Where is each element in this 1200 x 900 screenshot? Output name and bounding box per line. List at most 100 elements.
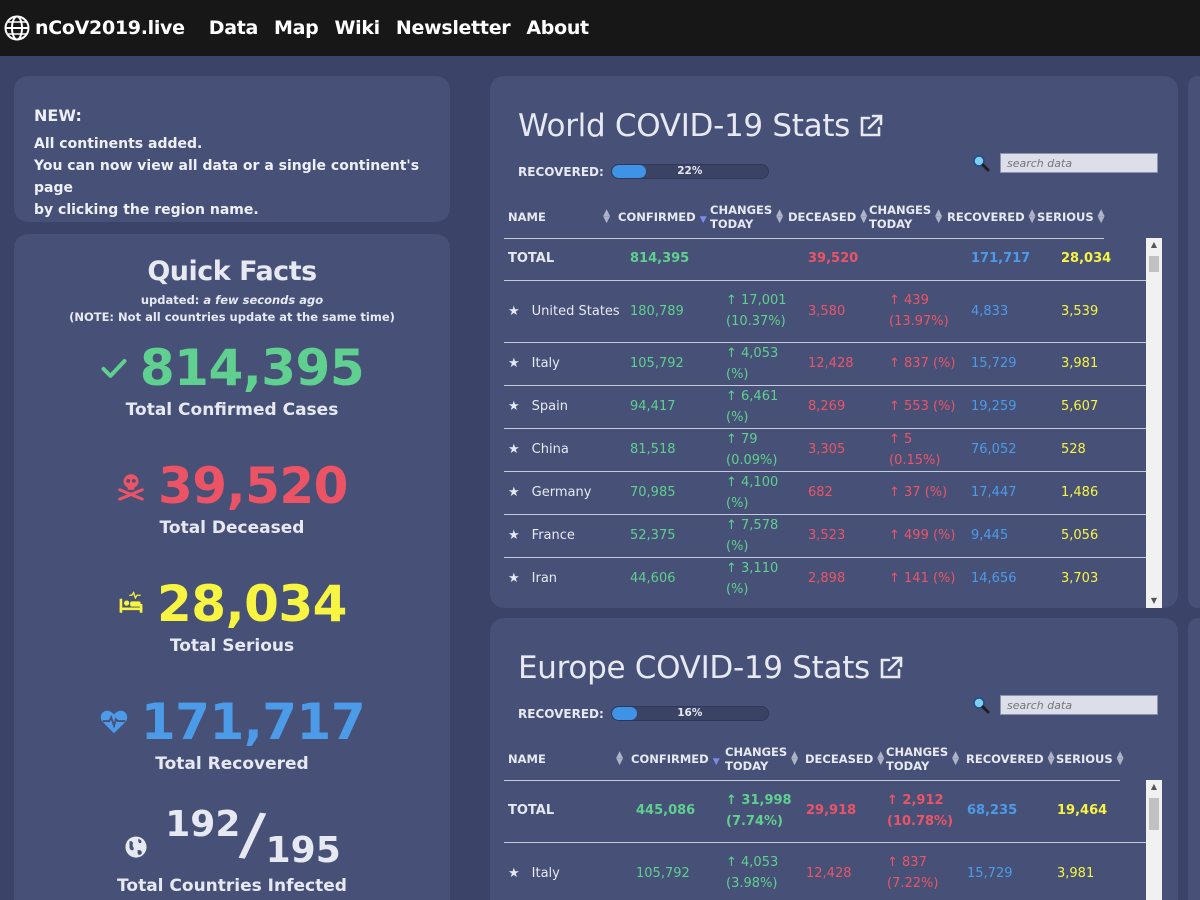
serious-cell-text: 3,539 — [1061, 303, 1099, 319]
world-table-body[interactable]: TOTAL 814,395 39,520 171,717 28,034 ★ United S… — [504, 238, 1148, 596]
column-header-changes-today[interactable]: CHANGES TODAY ▲ ▼ — [865, 196, 943, 239]
brand-name: nCoV2019.live — [35, 17, 185, 39]
column-header-changes-today[interactable]: CHANGES TODAY ▲ ▼ — [706, 196, 784, 239]
world-stats-title[interactable]: World COVID-19 Stats — [518, 108, 884, 144]
magnifier-icon — [973, 155, 990, 172]
stat-deceased: 39,520 Total Deceased — [14, 458, 450, 538]
serious-cell: 5,056 — [1057, 514, 1148, 558]
column-header-deceased[interactable]: DECEASED ▲ ▼ — [801, 738, 885, 781]
column-header-changes-today[interactable]: CHANGES TODAY ▲ ▼ — [721, 738, 801, 781]
column-header-confirmed[interactable]: CONFIRMED▲▼ — [627, 738, 721, 781]
external-link-icon[interactable] — [878, 655, 904, 681]
confirmed-cell: 814,395 — [626, 238, 722, 281]
table-row[interactable]: ★ Germany 70,985 ↑ 4,100 (%) 682 ↑ 37 (%) 17,4… — [504, 471, 1148, 515]
country-name-cell[interactable]: ★ Germany — [504, 471, 626, 515]
star-icon[interactable]: ★ — [508, 399, 520, 414]
europe-stats-title[interactable]: Europe COVID-19 Stats — [518, 650, 904, 686]
column-header-confirmed[interactable]: CONFIRMED▲▼ — [614, 196, 707, 239]
country-name-cell[interactable]: ★ Iran — [504, 557, 626, 596]
serious-cell: 3,539 — [1057, 280, 1148, 343]
recovered-cell-text: 17,447 — [971, 485, 1017, 500]
confirmed-change-cell: ↑ 17,001 (10.37%) — [722, 280, 804, 343]
europe-table-body[interactable]: TOTAL 445,086 ↑ 31,998 (7.74%) 29,918 ↑ 2,91… — [504, 780, 1160, 900]
star-icon[interactable]: ★ — [508, 571, 520, 586]
deceased-cell-text: 3,580 — [808, 303, 846, 319]
external-link-icon[interactable] — [858, 113, 884, 139]
country-name-cell[interactable]: ★ Italy — [504, 342, 626, 386]
country-name-cell[interactable]: ★ Spain — [504, 385, 626, 429]
nav-link-about[interactable]: About — [526, 17, 589, 39]
recovered-progress-fill — [611, 165, 647, 178]
europe-stats-title-text: Europe COVID-19 Stats — [518, 650, 870, 686]
confirmed-change-cell-text: ↑ 4,053 (3.98%) — [726, 855, 779, 891]
scroll-down-arrow[interactable]: ▼ — [1150, 596, 1158, 605]
country-name-cell[interactable]: ★ France — [504, 514, 626, 558]
skull-crossbones-icon — [118, 474, 144, 501]
deceased-change-cell-text: ↑ 5 (0.15%) — [889, 431, 941, 468]
star-icon[interactable]: ★ — [508, 356, 520, 371]
table-row[interactable]: ★ Iran 44,606 ↑ 3,110 (%) 2,898 ↑ 141 (%) 14,6… — [504, 557, 1148, 596]
country-name-cell[interactable]: ★ United States — [504, 280, 626, 343]
stat-serious: 28,034 Total Serious — [14, 576, 450, 656]
nav-link-newsletter[interactable]: Newsletter — [395, 17, 511, 39]
column-header-serious[interactable]: SERIOUS ▲ ▼ — [1052, 738, 1124, 781]
serious-cell-text: 1,486 — [1061, 485, 1099, 500]
deceased-change-cell: ↑ 37 (%) — [885, 471, 967, 515]
world-search-input[interactable] — [1000, 153, 1158, 173]
star-icon[interactable]: ★ — [508, 865, 520, 881]
column-header-deceased[interactable]: DECEASED ▲ ▼ — [784, 196, 867, 239]
serious-cell-text: 528 — [1061, 442, 1086, 457]
sort-icon: ▲▼ — [699, 214, 707, 225]
column-header-recovered[interactable]: RECOVERED ▲ ▼ — [943, 196, 1036, 239]
table-row-total[interactable]: TOTAL 445,086 ↑ 31,998 (7.74%) 29,918 ↑ 2,91… — [504, 780, 1160, 843]
confirmed-label: Total Confirmed Cases — [125, 400, 339, 420]
europe-search-input[interactable] — [1000, 695, 1158, 715]
table-row[interactable]: ★ United States 180,789 ↑ 17,001 (10.37%) 3,… — [504, 280, 1148, 343]
table-row[interactable]: ★ China 81,518 ↑ 79 (0.09%) 3,305 ↑ 5 (0.15%)… — [504, 428, 1148, 472]
sort-icon: ▲▼ — [1047, 749, 1055, 767]
recovered-cell: 68,235 — [963, 780, 1053, 843]
confirmed-change-cell: ↑ 31,998 (7.74%) — [722, 780, 802, 843]
column-header-name[interactable]: NAME ▲ ▼ — [504, 196, 614, 239]
country-name-cell[interactable]: ★ China — [504, 428, 626, 472]
scroll-up-arrow[interactable]: ▲ — [1150, 240, 1158, 249]
column-header-serious[interactable]: SERIOUS ▲ ▼ — [1033, 196, 1105, 239]
table-row[interactable]: ★ Spain 94,417 ↑ 6,461 (%) 8,269 ↑ 553 (%) 19,… — [504, 385, 1148, 429]
star-icon[interactable]: ★ — [508, 303, 520, 319]
country-name-cell-text: France — [531, 528, 575, 543]
star-icon[interactable]: ★ — [508, 528, 520, 543]
confirmed-cell: 94,417 — [626, 385, 722, 429]
sort-icon: ▲▼ — [877, 749, 885, 767]
star-icon[interactable]: ★ — [508, 442, 520, 457]
table-row-total[interactable]: TOTAL 814,395 39,520 171,717 28,034 — [504, 238, 1148, 281]
recovered-progress-bar: 22% — [610, 164, 769, 179]
sort-icon: ▲▼ — [1097, 207, 1105, 225]
nav-link-data[interactable]: Data — [208, 17, 259, 39]
serious-cell: 1,486 — [1057, 471, 1148, 515]
column-header-recovered[interactable]: RECOVERED ▲ ▼ — [962, 738, 1055, 781]
brand-link[interactable]: nCoV2019.live — [4, 15, 185, 41]
confirmed-change-cell: ↑ 4,053 (%) — [722, 342, 804, 386]
table-row[interactable]: ★ Italy 105,792 ↑ 4,053 (3.98%) 12,428 ↑ 837 … — [504, 842, 1160, 900]
news-line: All continents added. — [34, 136, 203, 152]
nav-link-map[interactable]: Map — [274, 17, 319, 39]
europe-table-header: NAME▲▼ CONFIRMED▲▼ CHANGES TODAY▲▼ DECEA… — [504, 738, 1124, 781]
europe-table-scrollbar[interactable]: ▲ — [1146, 780, 1162, 900]
column-header-changes-today[interactable]: CHANGES TODAY ▲ ▼ — [882, 738, 962, 781]
scroll-thumb[interactable] — [1149, 256, 1159, 272]
column-header-name[interactable]: NAME ▲ ▼ — [504, 738, 627, 781]
confirmed-change-cell-text: ↑ 31,998 (7.74%) — [726, 792, 792, 829]
star-icon[interactable]: ★ — [508, 485, 520, 500]
table-row[interactable]: ★ Italy 105,792 ↑ 4,053 (%) 12,428 ↑ 837 (%) 1… — [504, 342, 1148, 386]
confirmed-cell-text: 70,985 — [630, 485, 676, 500]
scroll-up-arrow[interactable]: ▲ — [1150, 782, 1158, 791]
recovered-cell-text: 15,729 — [967, 865, 1013, 881]
deceased-change-cell: ↑ 439 (13.97%) — [885, 280, 967, 343]
nav-link-wiki[interactable]: Wiki — [334, 17, 380, 39]
scroll-thumb[interactable] — [1149, 798, 1159, 830]
table-row[interactable]: ★ France 52,375 ↑ 7,578 (%) 3,523 ↑ 499 (%) 9,… — [504, 514, 1148, 558]
sort-icon: ▲▼ — [616, 749, 623, 767]
world-table-scrollbar[interactable]: ▲ ▼ — [1146, 238, 1162, 608]
country-name-cell[interactable]: ★ Italy — [504, 842, 632, 900]
stat-confirmed: 814,395 Total Confirmed Cases — [14, 340, 450, 420]
